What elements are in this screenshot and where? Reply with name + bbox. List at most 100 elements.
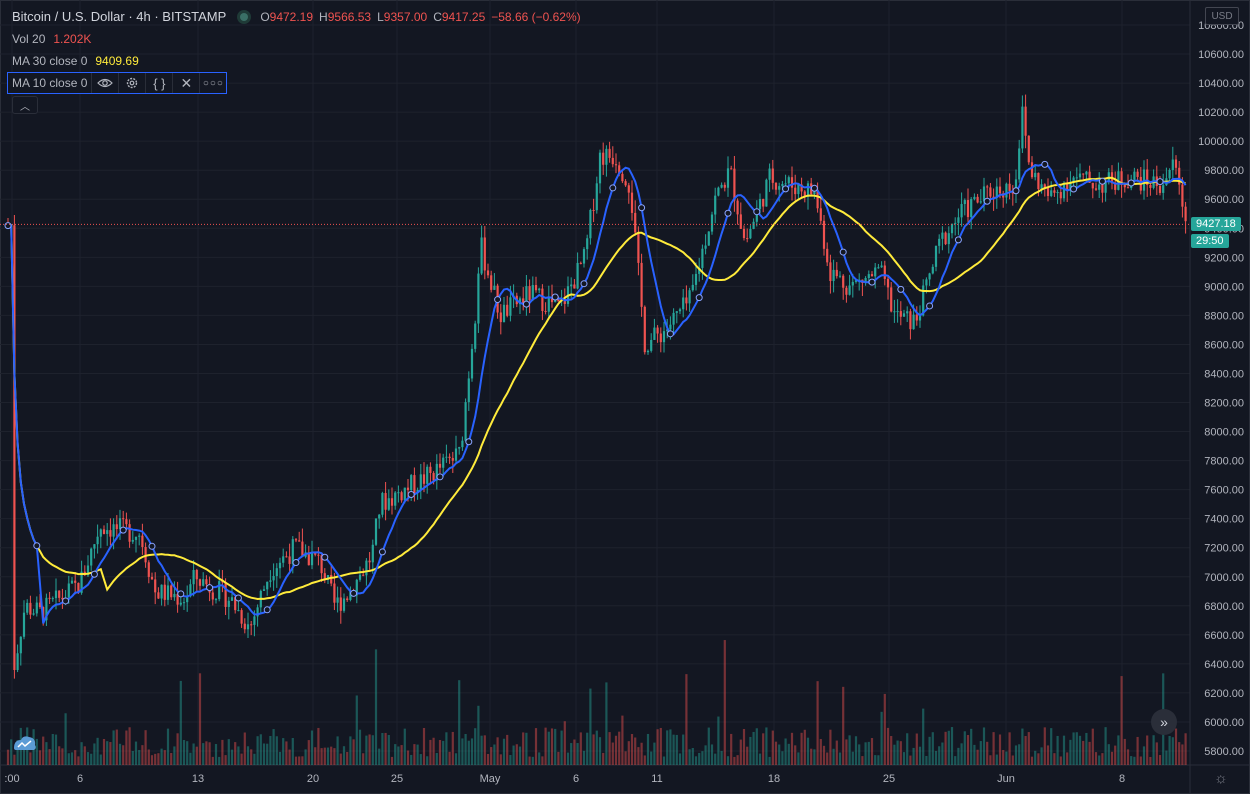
candle-body[interactable] (973, 196, 976, 200)
candle-body[interactable] (1158, 185, 1162, 193)
candle-body[interactable] (445, 456, 448, 458)
candle-body[interactable] (464, 402, 467, 441)
candle-body[interactable] (771, 168, 774, 183)
candle-body[interactable] (179, 602, 182, 605)
candle-body[interactable] (1053, 190, 1056, 193)
candle-body[interactable] (976, 196, 979, 203)
candle-body[interactable] (694, 273, 698, 285)
candle-body[interactable] (1066, 184, 1069, 190)
candle-body[interactable] (986, 186, 989, 188)
candle-body[interactable] (579, 262, 582, 264)
collapse-legend-button[interactable]: ︿ (12, 96, 38, 114)
candle-body[interactable] (621, 173, 624, 182)
candle-body[interactable] (474, 323, 477, 349)
candle-body[interactable] (234, 597, 237, 611)
candle-body[interactable] (797, 184, 800, 195)
candle-body[interactable] (909, 311, 912, 330)
candle-body[interactable] (74, 580, 77, 583)
candle-body[interactable] (269, 580, 272, 582)
candle-body[interactable] (774, 182, 778, 190)
candle-body[interactable] (150, 576, 154, 580)
candle-body[interactable] (874, 267, 877, 277)
candle-body[interactable] (221, 581, 224, 583)
candle-body[interactable] (99, 529, 102, 537)
candle-body[interactable] (906, 311, 909, 314)
candle-body[interactable] (816, 189, 819, 209)
currency-label[interactable]: USD (1205, 7, 1239, 25)
candle-body[interactable] (992, 196, 995, 198)
ma10-legend[interactable]: MA 10 close 0 { } ✕ ○○○ (7, 72, 228, 94)
candle-body[interactable] (928, 273, 931, 280)
candle-body[interactable] (957, 217, 960, 223)
candle-body[interactable] (730, 168, 733, 170)
candle-body[interactable] (1133, 171, 1136, 180)
candle-body[interactable] (701, 248, 704, 268)
candle-body[interactable] (637, 232, 640, 263)
candle-body[interactable] (934, 245, 938, 267)
candle-body[interactable] (422, 474, 426, 484)
candle-body[interactable] (1107, 172, 1110, 181)
candle-body[interactable] (70, 580, 74, 584)
candle-body[interactable] (947, 233, 950, 245)
candle-body[interactable] (1178, 167, 1181, 185)
candle-body[interactable] (944, 232, 947, 245)
candle-body[interactable] (1088, 171, 1091, 183)
candle-body[interactable] (829, 262, 832, 282)
candle-body[interactable] (912, 314, 915, 330)
candle-body[interactable] (1174, 159, 1178, 168)
candle-body[interactable] (989, 187, 992, 197)
candle-body[interactable] (326, 575, 330, 580)
candle-body[interactable] (698, 267, 701, 274)
candle-body[interactable] (266, 581, 269, 590)
candle-body[interactable] (336, 597, 339, 603)
candle-body[interactable] (435, 463, 438, 481)
candle-body[interactable] (170, 585, 173, 598)
candle-body[interactable] (643, 306, 646, 353)
candle-body[interactable] (301, 541, 304, 557)
candle-body[interactable] (499, 312, 502, 323)
candle-body[interactable] (803, 191, 806, 197)
candle-body[interactable] (90, 548, 93, 566)
candle-body[interactable] (666, 329, 669, 332)
candle-body[interactable] (800, 184, 803, 192)
candle-body[interactable] (362, 574, 365, 576)
symbol-title[interactable]: Bitcoin / U.S. Dollar · 4h · BITSTAMP (12, 9, 227, 24)
candle-body[interactable] (381, 493, 384, 515)
candle-body[interactable] (134, 536, 138, 540)
candle-body[interactable] (954, 222, 957, 224)
candle-body[interactable] (205, 579, 208, 585)
candle-body[interactable] (592, 209, 595, 211)
candle-body[interactable] (995, 186, 998, 198)
candle-body[interactable] (35, 602, 38, 614)
candle-body[interactable] (438, 463, 442, 468)
candle-body[interactable] (518, 298, 522, 305)
candle-body[interactable] (342, 598, 346, 611)
ma30-legend[interactable]: MA 30 close 0 9409.69 (12, 54, 139, 68)
candle-body[interactable] (618, 165, 621, 174)
candle-body[interactable] (1082, 173, 1085, 175)
candle-body[interactable] (490, 275, 493, 290)
candle-body[interactable] (982, 186, 986, 202)
candle-body[interactable] (154, 579, 157, 593)
candle-body[interactable] (451, 458, 454, 461)
candle-body[interactable] (378, 514, 381, 519)
candle-body[interactable] (832, 269, 835, 282)
candle-body[interactable] (397, 492, 400, 494)
candle-body[interactable] (950, 223, 954, 234)
candle-body[interactable] (822, 220, 826, 249)
candle-body[interactable] (1168, 169, 1171, 179)
candle-body[interactable] (189, 584, 192, 597)
candle-body[interactable] (918, 315, 922, 321)
candle-body[interactable] (598, 152, 602, 184)
candle-body[interactable] (32, 613, 35, 615)
candle-body[interactable] (704, 245, 707, 249)
candle-body[interactable] (458, 447, 461, 449)
candle-body[interactable] (896, 311, 899, 313)
candle-body[interactable] (893, 311, 896, 313)
candle-body[interactable] (470, 348, 474, 379)
candle-body[interactable] (349, 590, 352, 600)
candle-body[interactable] (765, 179, 768, 207)
candle-body[interactable] (406, 487, 410, 491)
candle-body[interactable] (330, 575, 333, 584)
candle-body[interactable] (886, 278, 890, 288)
